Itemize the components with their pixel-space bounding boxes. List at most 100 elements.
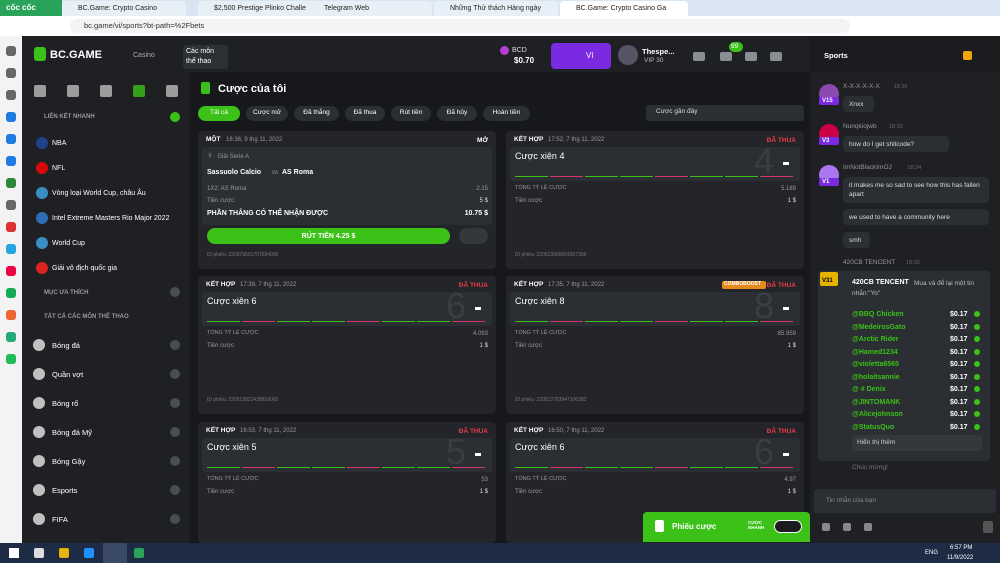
lang: ENG [925, 550, 939, 556]
betslip[interactable]: Phiếu cược [672, 522, 717, 531]
wallet[interactable]: Ví [586, 51, 594, 60]
chat-tool [822, 523, 830, 531]
quick-link[interactable]: Giải vô địch quốc gia [52, 265, 117, 272]
sport-icon [33, 513, 45, 525]
chat-bubble [843, 232, 870, 248]
filter-tab[interactable]: Hoàn tiền [492, 109, 521, 116]
bet-kind: KẾT HỢP [514, 136, 544, 143]
bet-id: ID phiếu: 220513823428816065 [207, 397, 279, 403]
stake-label: Tiền cược [515, 489, 543, 495]
coin [974, 361, 980, 367]
quick-link[interactable]: World Cup [52, 240, 85, 247]
tab-title[interactable]: Telegram Web [324, 5, 370, 12]
odds-label: TỔNG TỶ LỆ CƯỢC [207, 330, 259, 336]
big-number: 8 [754, 285, 775, 326]
sport-link[interactable]: Bóng đá Mỹ [52, 428, 93, 437]
quick-link[interactable]: NBA [52, 140, 67, 147]
filter-tab[interactable]: Đã hủy [446, 109, 468, 116]
tab-title[interactable]: BC.Game: Crypto Casino Ga [576, 5, 667, 12]
taskbar-icon [134, 548, 144, 558]
chat-time: 18:30 [893, 84, 908, 90]
taskbar-icon [34, 548, 44, 558]
bet-body [202, 292, 492, 326]
bet-time: 17:35, 7 thg 11, 2022 [548, 282, 605, 288]
congrats: Chúc mừng! [852, 464, 888, 471]
sidebar-icon [6, 288, 16, 298]
sport-add [170, 485, 180, 495]
trophy [963, 51, 972, 60]
leg-bar [620, 176, 653, 177]
show-more[interactable]: Hiển thị thêm [857, 439, 896, 446]
leg-bar [417, 467, 450, 468]
tab-title[interactable]: Những Thử thách Hàng ngày [450, 5, 541, 12]
leg-bar [515, 321, 548, 322]
filter-tab[interactable]: Đã thua [353, 109, 377, 116]
tab-title[interactable]: BC.Game: Crypto Casino [78, 5, 157, 12]
chat-user: ImNotBlackImOJ [843, 164, 892, 171]
sport-icon [33, 426, 45, 438]
winner-amount: $0.17 [950, 398, 968, 406]
sport-link[interactable]: FIFA [52, 515, 68, 524]
sport-add [170, 369, 180, 379]
sport-link[interactable]: Esports [52, 486, 78, 495]
stake: 1 $ [479, 489, 488, 495]
sport-link[interactable]: Quần vợt [52, 370, 84, 379]
sport-add [170, 398, 180, 408]
leg-bar [585, 176, 618, 177]
sidebar-icon [6, 222, 16, 232]
leg-bar [725, 321, 758, 322]
chat-input[interactable]: Tin nhắn của bạn [826, 497, 876, 504]
bet-status: MỞ [477, 137, 488, 144]
bet-time: 17:52, 7 thg 11, 2022 [548, 137, 605, 143]
winner: @JINTOMANK [852, 398, 901, 406]
away-team: AS Roma [282, 169, 314, 176]
filter-tab[interactable]: Rút tiền [399, 109, 423, 116]
balance: $0.70 [514, 56, 535, 65]
filter-tab[interactable]: Cược mở [252, 109, 282, 116]
odds: 5.189 [780, 186, 796, 192]
quick-link[interactable]: NFL [52, 165, 66, 172]
odds: 85.959 [777, 331, 796, 337]
odds-label: TỔNG TỶ LỆ CƯỢC [515, 330, 567, 336]
stake-label: Tiền cược [207, 343, 235, 349]
leg-bar [452, 467, 485, 468]
leg-bar [760, 176, 793, 177]
big-number: 5 [446, 431, 467, 472]
sport-link[interactable]: Bóng Gậy [52, 457, 86, 466]
sort[interactable]: Cược gần đây [656, 108, 698, 115]
nav-casino[interactable]: Casino [133, 52, 155, 59]
quick-link[interactable]: Vòng loại World Cup, châu Âu [52, 190, 146, 197]
winner: @holaitsannie [852, 373, 900, 381]
filter-tab[interactable]: Đã thắng [303, 109, 330, 116]
leg-bar [655, 176, 688, 177]
filter-tab[interactable]: Tất cả [209, 109, 229, 116]
tab-title[interactable]: $2,500 Prestige Plinko Challe [214, 5, 306, 12]
winner-amount: $0.17 [950, 411, 968, 418]
combo-name: Cược xiên 6 [207, 296, 257, 306]
odds-label: TỔNG TỶ LỆ CƯỢC [515, 185, 567, 191]
bet-kind: KẾT HỢP [206, 281, 236, 288]
sport-link[interactable]: Bóng rổ [52, 399, 79, 408]
coin [974, 348, 980, 355]
leg-bar [207, 467, 240, 468]
sport-link[interactable]: Bóng đá [52, 341, 80, 350]
winner: @Hamed1234 [852, 348, 898, 356]
nav-sports[interactable]: Các môn thể thao [183, 45, 228, 69]
leg-bar [550, 176, 583, 177]
page-title: Cược của tôi [218, 83, 287, 95]
header-icon [745, 52, 757, 61]
header-icon [770, 52, 782, 61]
quick-link[interactable]: Intel Extreme Masters Rio Major 2022 [52, 215, 170, 222]
chat-user: 420CB TENCENT [843, 259, 896, 266]
nav-icon [34, 85, 46, 97]
rain-card [818, 271, 990, 461]
cashout[interactable]: RÚT TIỀN 4.25 $ [301, 233, 356, 240]
big-number: 6 [446, 285, 467, 326]
chat-user: Nunqkiojwb [843, 123, 877, 130]
chat-tab[interactable]: Sports [824, 51, 848, 60]
header-icon [693, 52, 705, 61]
boost-bg [722, 281, 766, 289]
leg-bar [277, 321, 310, 322]
odds: 4.093 [472, 331, 488, 337]
chat-text: Xnxx [849, 101, 864, 108]
